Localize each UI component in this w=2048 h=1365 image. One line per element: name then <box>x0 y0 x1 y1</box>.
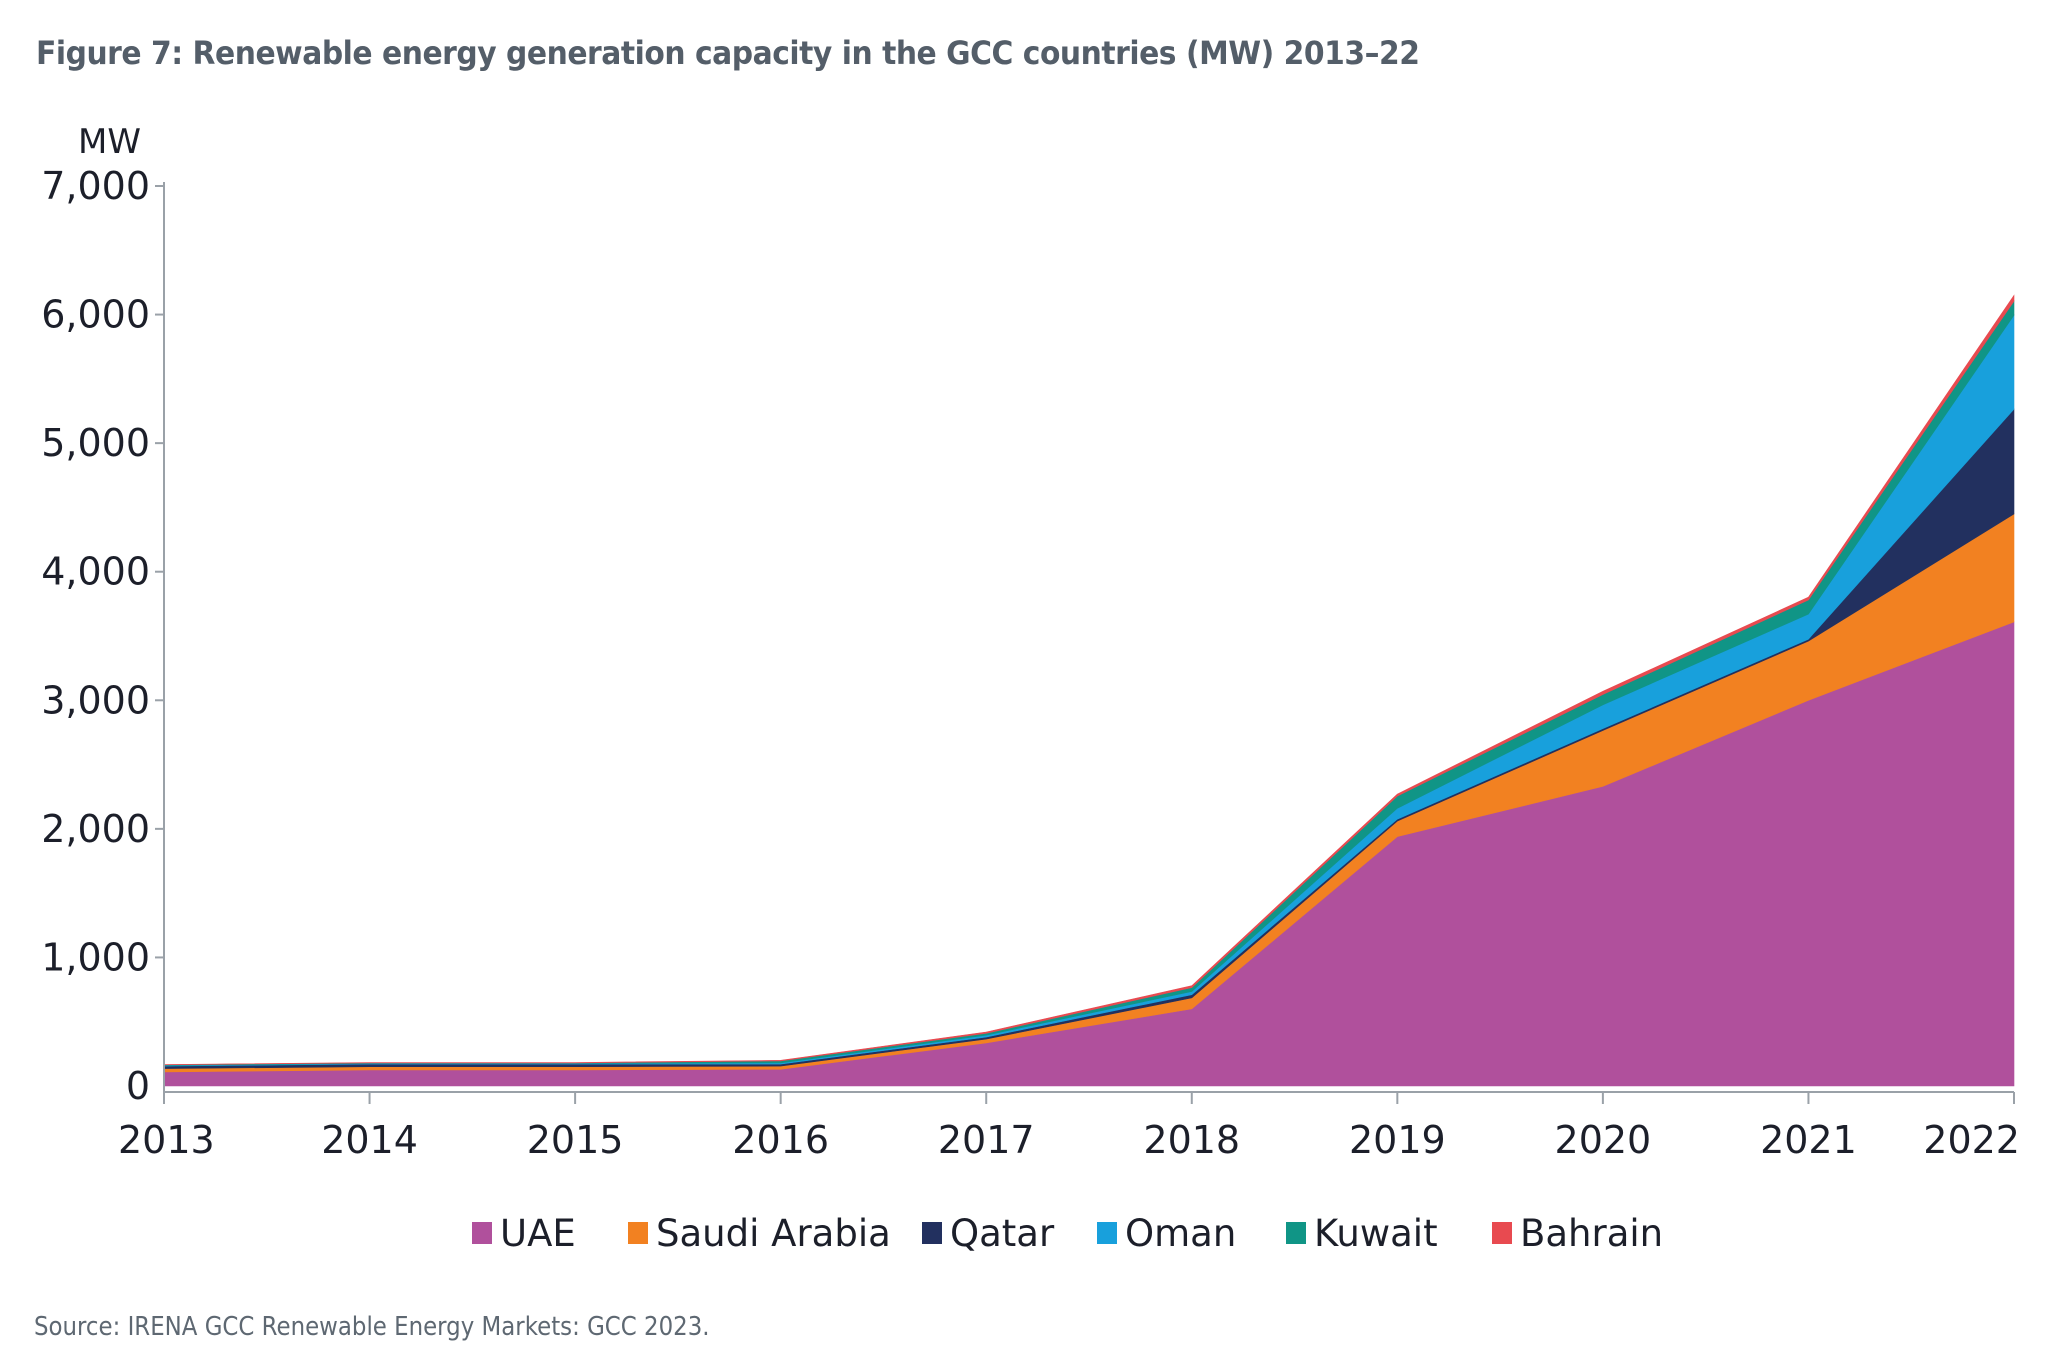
y-tick-label: 4,000 <box>41 550 150 594</box>
legend: UAE Saudi Arabia Qatar Oman Kuwait Bahrain <box>472 1212 1663 1255</box>
legend-item-uae: UAE <box>472 1212 576 1255</box>
x-tick-label: 2022 <box>1923 1118 2020 1162</box>
legend-swatch <box>1492 1222 1512 1244</box>
area-layer <box>163 294 2015 1087</box>
y-axis-label: MW <box>78 122 141 162</box>
legend-item-bahrain: Bahrain <box>1492 1212 1663 1255</box>
legend-item-kuwait: Kuwait <box>1286 1212 1438 1255</box>
y-tick-label: 1,000 <box>41 935 150 979</box>
legend-label: Saudi Arabia <box>656 1212 891 1255</box>
x-tick-label: 2019 <box>1349 1118 1446 1162</box>
y-tick-label: 7,000 <box>41 164 150 208</box>
y-tick-label: 3,000 <box>41 678 150 722</box>
x-tick-label: 2020 <box>1555 1118 1652 1162</box>
chart-title: Figure 7: Renewable energy generation ca… <box>36 34 1420 72</box>
legend-swatch <box>1286 1222 1306 1244</box>
legend-swatch <box>922 1222 942 1244</box>
y-tick-label: 5,000 <box>41 421 150 465</box>
legend-item-oman: Oman <box>1097 1212 1236 1255</box>
legend-swatch <box>628 1222 648 1244</box>
x-tick-label: 2017 <box>938 1118 1035 1162</box>
x-tick-label: 2014 <box>321 1118 418 1162</box>
legend-label: Oman <box>1125 1212 1236 1255</box>
legend-label: Bahrain <box>1520 1212 1663 1255</box>
legend-swatch <box>1097 1222 1117 1244</box>
x-tick-label: 2018 <box>1143 1118 1240 1162</box>
legend-item-saudi-arabia: Saudi Arabia <box>628 1212 891 1255</box>
x-tick-label: 2021 <box>1760 1118 1857 1162</box>
legend-label: Qatar <box>950 1212 1055 1255</box>
area-bahrain <box>163 294 2015 1066</box>
y-tick-label: 6,000 <box>41 293 150 337</box>
legend-swatch <box>472 1222 492 1244</box>
legend-label: UAE <box>500 1212 576 1255</box>
x-tick-label: 2015 <box>527 1118 624 1162</box>
y-tick-label: 0 <box>126 1064 150 1108</box>
x-tick-label: 2013 <box>118 1118 215 1162</box>
legend-label: Kuwait <box>1314 1212 1438 1255</box>
x-tick-label: 2016 <box>732 1118 829 1162</box>
legend-item-qatar: Qatar <box>922 1212 1055 1255</box>
y-tick-label: 2,000 <box>41 807 150 851</box>
source-note: Source: IRENA GCC Renewable Energy Marke… <box>34 1312 710 1342</box>
